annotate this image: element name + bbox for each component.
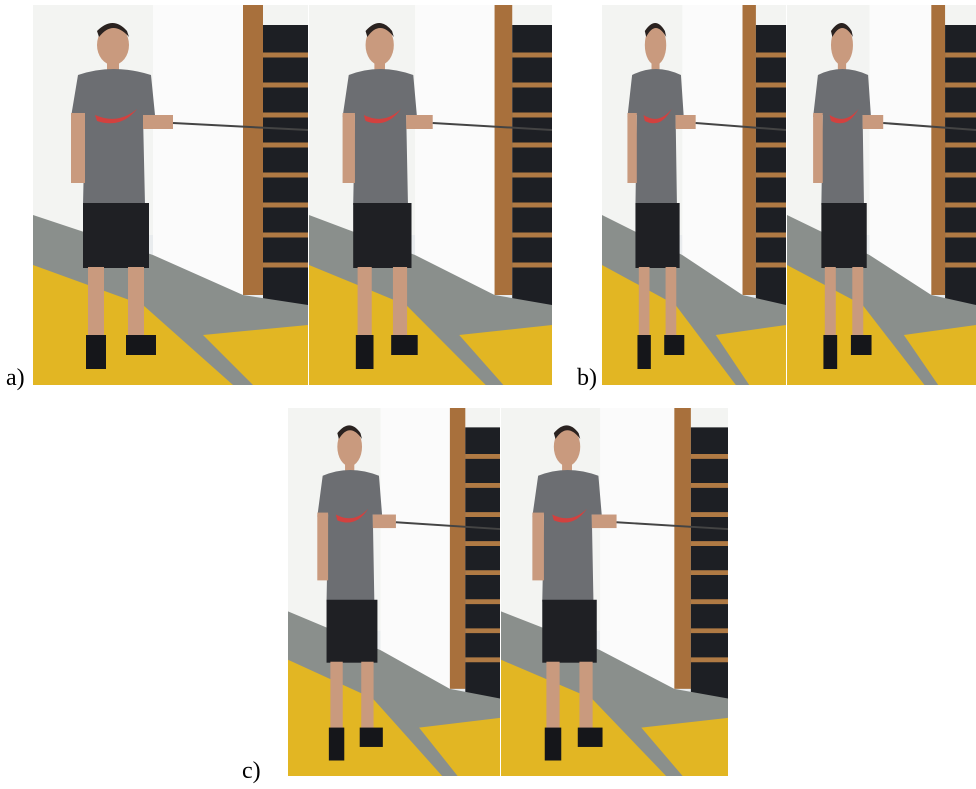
panel-label: c) [242,758,261,784]
photo [288,408,500,776]
photo [501,408,728,776]
photo [33,5,308,385]
panel-label: a) [6,365,25,391]
photo [602,5,786,385]
photo [787,5,976,385]
photo [309,5,552,385]
panel-label: b) [577,365,597,391]
